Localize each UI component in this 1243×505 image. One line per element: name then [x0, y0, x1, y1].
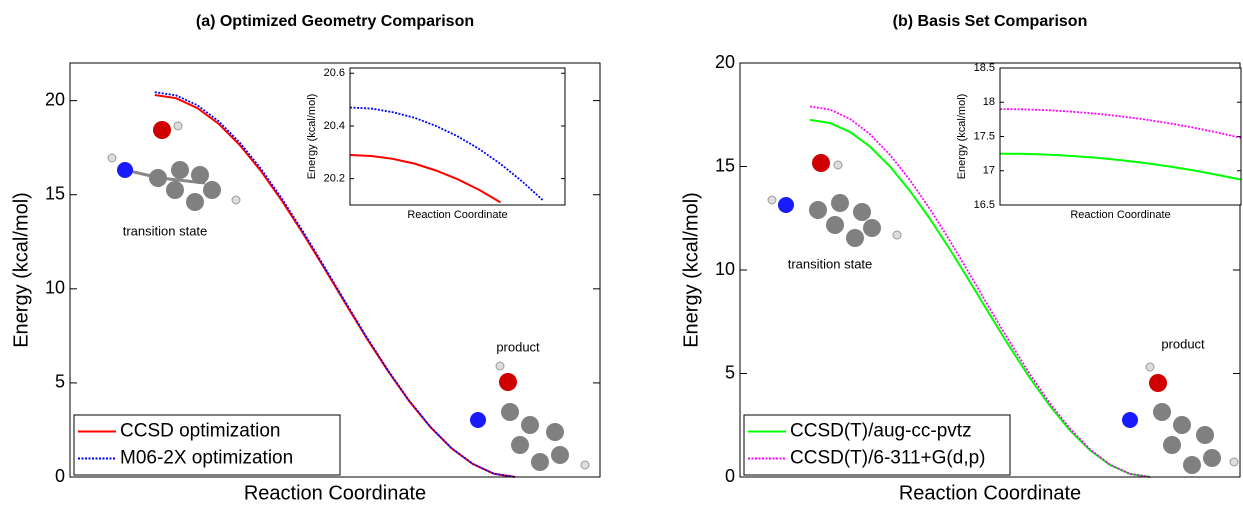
annotation: transition state	[123, 223, 208, 238]
series-line	[809, 105, 1151, 478]
panel: Reaction Coordinate Energy (kcal/mol) 20.2…	[306, 67, 566, 221]
series-line	[999, 108, 1242, 139]
atom-c	[186, 193, 204, 211]
atom-h	[580, 460, 590, 470]
atom-o	[1149, 374, 1167, 392]
x-axis-label: Reaction Coordinate	[407, 209, 507, 221]
y-tick-label: 18	[983, 96, 995, 108]
series-line	[349, 106, 545, 202]
atom-n	[778, 197, 794, 213]
legend-box	[73, 414, 341, 476]
y-tick-label: 0	[725, 466, 735, 486]
x-axis-label: Reaction Coordinate	[899, 482, 1081, 504]
atom-c	[501, 403, 519, 421]
atom-c	[551, 446, 569, 464]
atom-c	[831, 194, 849, 212]
atom-c	[846, 229, 864, 247]
atom-c	[1173, 416, 1191, 434]
atom-h	[107, 153, 117, 163]
atom-c	[809, 201, 827, 219]
atom-c	[521, 416, 539, 434]
atom-c	[1196, 426, 1214, 444]
y-axis-label: Energy (kcal/mol)	[10, 192, 32, 348]
axes-frame	[349, 67, 566, 206]
y-tick-label: 16.5	[974, 199, 995, 211]
plot-area	[1000, 68, 1241, 205]
molecule-illustrations	[107, 121, 1239, 474]
atom-c	[826, 216, 844, 234]
chart-title: (b) Basis Set Comparison	[893, 13, 1088, 30]
panel: Reaction Coordinate Energy (kcal/mol) 16.5…	[956, 62, 1242, 221]
annotation: transition state	[788, 256, 873, 271]
y-tick-label: 17.5	[974, 130, 995, 142]
axes-frame	[739, 62, 1241, 478]
x-axis-label: Reaction Coordinate	[244, 482, 426, 504]
y-axis-label: Energy (kcal/mol)	[956, 94, 968, 180]
y-tick-label: 10	[715, 259, 735, 279]
y-tick-label: 15	[45, 183, 65, 203]
series-line	[154, 91, 516, 478]
y-tick-label: 18.5	[974, 62, 995, 74]
y-tick-label: 20	[715, 52, 735, 72]
atom-n	[1122, 412, 1138, 428]
series-line	[809, 118, 1151, 478]
y-axis-label: Energy (kcal/mol)	[680, 192, 702, 348]
y-tick-label: 5	[55, 372, 65, 392]
atom-c	[191, 166, 209, 184]
legend-label: M06-2X optimization	[120, 448, 293, 469]
atom-c	[166, 181, 184, 199]
atom-c	[1163, 436, 1181, 454]
y-tick-label: 20.2	[324, 173, 345, 185]
atom-h	[833, 160, 843, 170]
atom-o	[812, 154, 830, 172]
series-line	[999, 152, 1242, 181]
axes-frame	[999, 67, 1242, 206]
atom-h	[767, 195, 777, 205]
atom-c	[863, 219, 881, 237]
atom-h	[1229, 457, 1239, 467]
legend-label: CCSD(T)/aug-cc-pvtz	[790, 421, 972, 442]
annotation: product	[1161, 336, 1205, 351]
atom-h	[231, 195, 241, 205]
y-tick-label: 0	[55, 466, 65, 486]
annotation: product	[496, 339, 540, 354]
axes-frame	[69, 62, 601, 478]
atom-h	[892, 230, 902, 240]
y-tick-label: 15	[715, 155, 735, 175]
atom-h	[495, 361, 505, 371]
atom-o	[153, 121, 171, 139]
series-line	[349, 153, 502, 204]
atom-h	[1145, 362, 1155, 372]
y-tick-label: 10	[45, 278, 65, 298]
atom-c	[1183, 456, 1201, 474]
x-axis-label: Reaction Coordinate	[1070, 209, 1170, 221]
atom-c	[171, 161, 189, 179]
legend-label: CCSD(T)/6-311+G(d,p)	[790, 448, 986, 469]
y-tick-label: 17	[983, 165, 995, 177]
atom-c	[203, 181, 221, 199]
atom-c	[853, 203, 871, 221]
atom-c	[1153, 403, 1171, 421]
atom-o	[499, 373, 517, 391]
atom-c	[149, 169, 167, 187]
atom-c	[511, 436, 529, 454]
atom-n	[117, 162, 133, 178]
legend-label: CCSD optimization	[120, 421, 281, 442]
atom-c	[1203, 449, 1221, 467]
chart-title: (a) Optimized Geometry Comparison	[196, 13, 474, 30]
y-tick-label: 20.4	[324, 120, 345, 132]
legend-box	[743, 414, 1011, 476]
atom-c	[546, 423, 564, 441]
atom-c	[531, 453, 549, 471]
y-tick-label: 20	[45, 89, 65, 109]
y-tick-label: 5	[725, 362, 735, 382]
y-axis-label: Energy (kcal/mol)	[306, 94, 318, 180]
atom-h	[173, 121, 183, 131]
y-tick-label: 20.6	[324, 67, 345, 79]
atom-n	[470, 412, 486, 428]
